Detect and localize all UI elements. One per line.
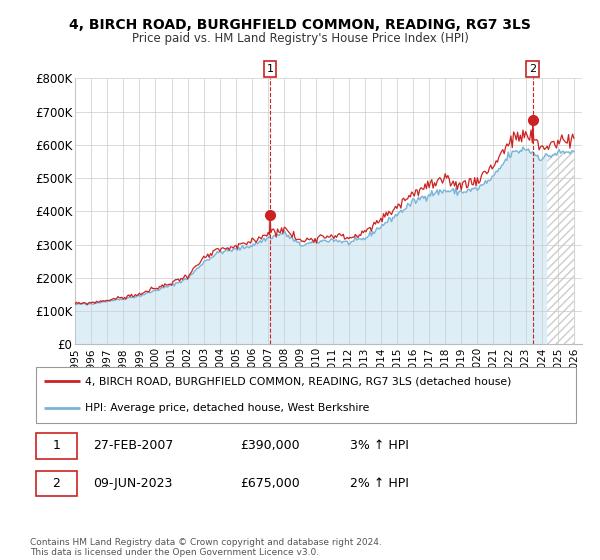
FancyBboxPatch shape [35,471,77,496]
Text: 4, BIRCH ROAD, BURGHFIELD COMMON, READING, RG7 3LS (detached house): 4, BIRCH ROAD, BURGHFIELD COMMON, READIN… [85,376,512,386]
Text: 3% ↑ HPI: 3% ↑ HPI [350,439,409,452]
Text: 2: 2 [52,477,60,490]
Text: 2% ↑ HPI: 2% ↑ HPI [350,477,409,490]
Text: 2: 2 [529,64,536,74]
Text: Contains HM Land Registry data © Crown copyright and database right 2024.
This d: Contains HM Land Registry data © Crown c… [30,538,382,557]
FancyBboxPatch shape [35,367,577,422]
Text: £675,000: £675,000 [240,477,299,490]
FancyBboxPatch shape [35,433,77,459]
Text: 27-FEB-2007: 27-FEB-2007 [94,439,174,452]
Text: 4, BIRCH ROAD, BURGHFIELD COMMON, READING, RG7 3LS: 4, BIRCH ROAD, BURGHFIELD COMMON, READIN… [69,18,531,32]
Text: Price paid vs. HM Land Registry's House Price Index (HPI): Price paid vs. HM Land Registry's House … [131,32,469,45]
Text: 1: 1 [266,64,274,74]
Text: HPI: Average price, detached house, West Berkshire: HPI: Average price, detached house, West… [85,403,370,413]
Text: 09-JUN-2023: 09-JUN-2023 [94,477,173,490]
Text: £390,000: £390,000 [240,439,299,452]
Text: 1: 1 [52,439,60,452]
